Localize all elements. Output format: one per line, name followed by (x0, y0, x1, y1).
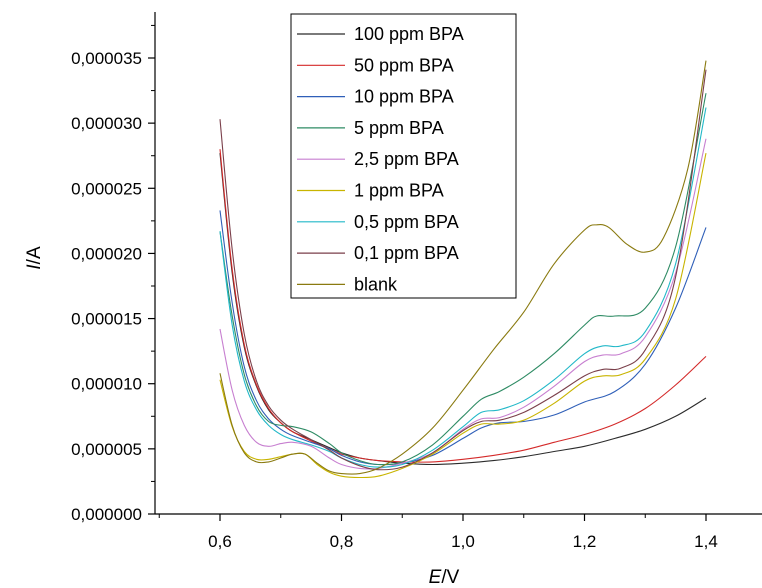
legend-label: 0,5 ppm BPA (354, 212, 459, 232)
y-tick-label: 0,000025 (71, 179, 142, 198)
x-tick-label: 0,8 (330, 532, 354, 551)
legend-label: 2,5 ppm BPA (354, 149, 459, 169)
legend: 100 ppm BPA 50 ppm BPA 10 ppm BPA 5 ppm BPA… (290, 13, 517, 299)
y-tick-label: 0,000035 (71, 49, 142, 68)
series-line-0-1-ppm-bpa (219, 69, 707, 471)
legend-label: 1 ppm BPA (354, 181, 444, 201)
y-tick-label: 0,000000 (71, 505, 142, 524)
axes: 0,6 0,8 1,0 1,2 1,4 0,000000 0,000005 0,000010… (71, 12, 762, 551)
y-tick-label: 0,000010 (71, 375, 142, 394)
series-line-2-5-ppm-bpa (219, 138, 707, 470)
x-axis-title: E/V (429, 567, 460, 588)
y-axis-label-symbol: I (24, 264, 45, 270)
legend-label: blank (354, 274, 398, 294)
x-ticks: 0,6 0,8 1,0 1,2 1,4 (158, 514, 718, 551)
series-line-5-ppm-bpa (219, 93, 707, 466)
svg-text:I/A: I/A (24, 246, 45, 270)
y-tick-label: 0,000020 (71, 244, 142, 263)
x-axis-label-unit: /V (441, 567, 459, 588)
legend-label: 50 ppm BPA (354, 55, 454, 75)
series-line-blank (219, 60, 707, 475)
x-tick-label: 1,2 (573, 532, 597, 551)
y-axis-label-unit: /A (24, 246, 45, 264)
svg-text:E/V: E/V (429, 567, 460, 588)
series-line-1-ppm-bpa (219, 152, 707, 479)
legend-label: 5 ppm BPA (354, 118, 444, 138)
y-tick-label: 0,000030 (71, 114, 142, 133)
legend-label: 0,1 ppm BPA (354, 243, 459, 263)
x-axis-label-symbol: E (429, 567, 442, 588)
y-tick-label: 0,000005 (71, 440, 142, 459)
x-tick-label: 0,6 (208, 532, 232, 551)
legend-label: 100 ppm BPA (354, 24, 464, 44)
series-line-50-ppm-bpa (219, 149, 707, 463)
y-axis-title: I/A (24, 246, 45, 270)
x-tick-label: 1,0 (451, 532, 475, 551)
y-ticks: 0,000000 0,000005 0,000010 0,000015 0,000020… (71, 24, 155, 524)
series-line-0-5-ppm-bpa (219, 107, 707, 468)
plot-area (219, 60, 707, 479)
x-tick-label: 1,4 (694, 532, 718, 551)
legend-box (290, 13, 517, 299)
legend-label: 10 ppm BPA (354, 87, 454, 107)
y-tick-label: 0,000015 (71, 310, 142, 329)
